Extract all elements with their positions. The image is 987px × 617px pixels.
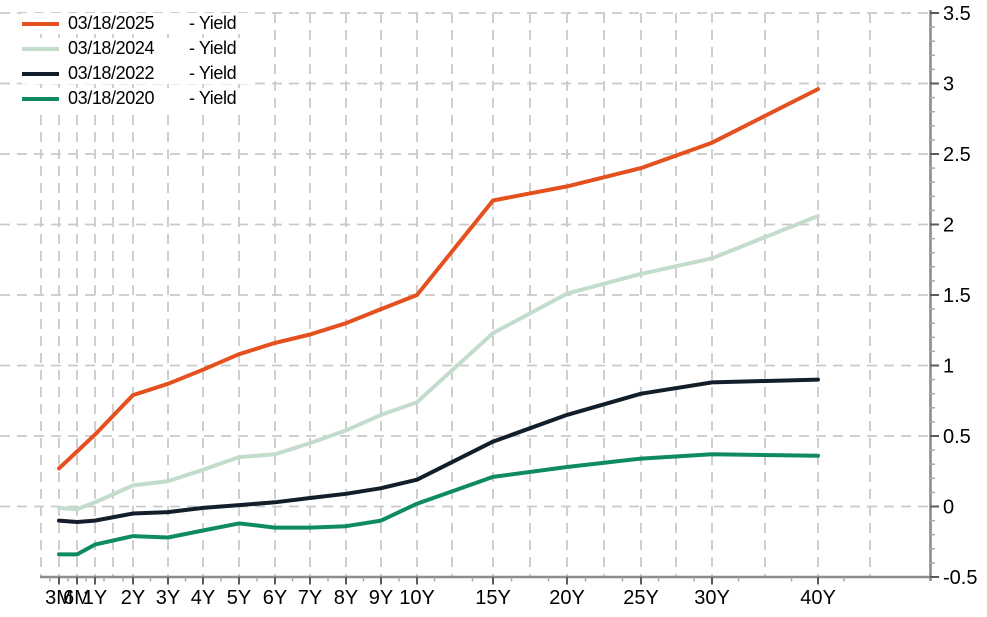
x-axis-label: 1Y (83, 587, 107, 609)
legend-series-name: 03/18/2025 (68, 13, 155, 33)
x-axis-label: 6Y (263, 587, 287, 609)
legend-swatch-icon (22, 21, 59, 26)
series-line-3 (57, 452, 820, 557)
legend-series-name: 03/18/2022 (68, 63, 155, 83)
x-axis-label: 40Y (800, 587, 836, 609)
x-axis-label: 3Y (156, 587, 180, 609)
x-axis-label: 15Y (475, 587, 511, 609)
legend-entry-2[interactable]: 03/18/2022 - Yield (22, 63, 251, 84)
legend-series-suffix: - Yield (189, 13, 237, 33)
legend-series-suffix: - Yield (189, 38, 237, 58)
legend-series-suffix: - Yield (189, 88, 237, 108)
legend-swatch-icon (22, 46, 59, 51)
y-axis-label: -0.5 (943, 567, 977, 589)
x-axis-label: 3M (45, 587, 73, 609)
y-axis-label: 1.5 (943, 285, 971, 307)
y-axis-label: 0.5 (943, 426, 971, 448)
series-line-2 (57, 377, 820, 524)
x-axis-label: 30Y (694, 587, 730, 609)
y-axis-label: 3.5 (943, 3, 971, 25)
series-line-1 (57, 214, 820, 512)
x-axis-label: 25Y (623, 587, 659, 609)
legend-series-name: 03/18/2024 (68, 38, 155, 58)
y-axis-label: 3 (943, 74, 954, 96)
y-axis-label: 2.5 (943, 144, 971, 166)
x-axis-label: 8Y (334, 587, 358, 609)
legend: 03/18/2025- Yield 03/18/2024- Yield 03/18/… (22, 13, 251, 113)
y-axis-label: 2 (943, 215, 954, 237)
legend-entry-0[interactable]: 03/18/2025 - Yield (22, 13, 251, 34)
y-axis-label: 1 (943, 356, 954, 378)
legend-swatch-icon (22, 96, 59, 101)
legend-series-name: 03/18/2020 (68, 88, 155, 108)
x-axis-label: 4Y (191, 587, 215, 609)
x-axis-label: 7Y (298, 587, 322, 609)
x-axis-label: 10Y (399, 587, 435, 609)
legend-entry-1[interactable]: 03/18/2024 - Yield (22, 38, 251, 59)
x-axis-label: 9Y (369, 587, 393, 609)
legend-swatch-icon (22, 71, 59, 76)
x-axis-label: 2Y (121, 587, 145, 609)
x-axis-label: 6M (63, 587, 91, 609)
legend-entry-3[interactable]: 03/18/2020 - Yield (22, 88, 251, 109)
legend-series-suffix: - Yield (189, 63, 237, 83)
x-axis-label: 20Y (549, 587, 585, 609)
y-axis-label: 0 (943, 497, 954, 519)
x-axis-label: 5Y (227, 587, 251, 609)
series-line-0 (57, 87, 820, 471)
